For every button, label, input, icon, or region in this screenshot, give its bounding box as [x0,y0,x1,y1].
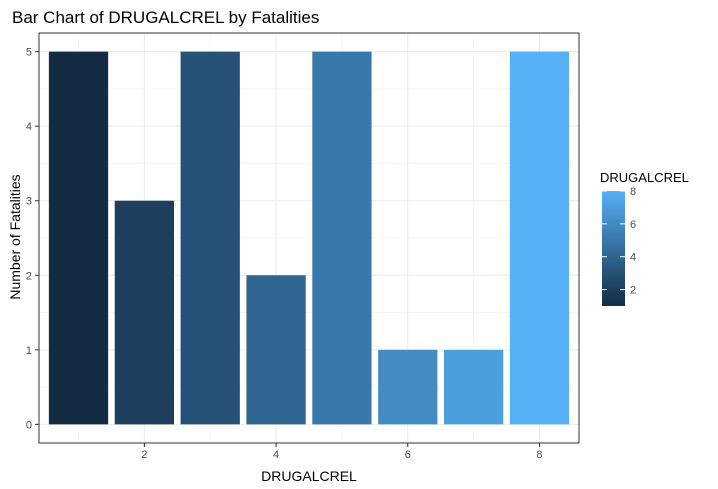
x-tick-label: 6 [405,449,411,461]
bar [444,349,504,425]
y-tick-label: 3 [26,196,32,208]
bar [378,349,438,425]
y-tick-label: 0 [26,419,32,431]
legend-tick-label: 4 [630,252,636,264]
y-tick-label: 1 [26,345,32,357]
bar [48,51,109,425]
panel-frame [38,32,580,444]
bar [509,51,570,425]
y-axis-ticks: 0 1 2 3 4 5 [26,47,39,431]
legend-tick-label: 8 [630,186,636,198]
x-tick-label: 4 [273,449,279,461]
y-tick-label: 2 [26,270,32,282]
bar [246,275,306,425]
y-tick-label: 4 [26,121,32,133]
chart-title: Bar Chart of DRUGALCREL by Fatalities [12,8,319,27]
legend-title: DRUGALCREL [600,170,689,185]
x-tick-label: 8 [536,449,542,461]
bar [312,51,372,425]
x-tick-label: 2 [141,449,147,461]
bar [180,51,240,425]
color-legend: DRUGALCREL 2 4 6 8 [600,170,689,306]
x-axis-ticks: 2 4 6 8 [141,443,543,461]
panel-border [38,32,580,444]
legend-colorbar [602,191,625,306]
y-axis-label: Number of Fatalities [7,174,23,299]
legend-ticks: 2 4 6 8 [602,186,636,297]
bars [48,51,570,425]
legend-tick-label: 2 [630,285,636,297]
y-tick-label: 5 [26,47,32,59]
x-axis-label: DRUGALCREL [261,468,357,484]
legend-tick-label: 6 [630,219,636,231]
bar [114,200,174,425]
